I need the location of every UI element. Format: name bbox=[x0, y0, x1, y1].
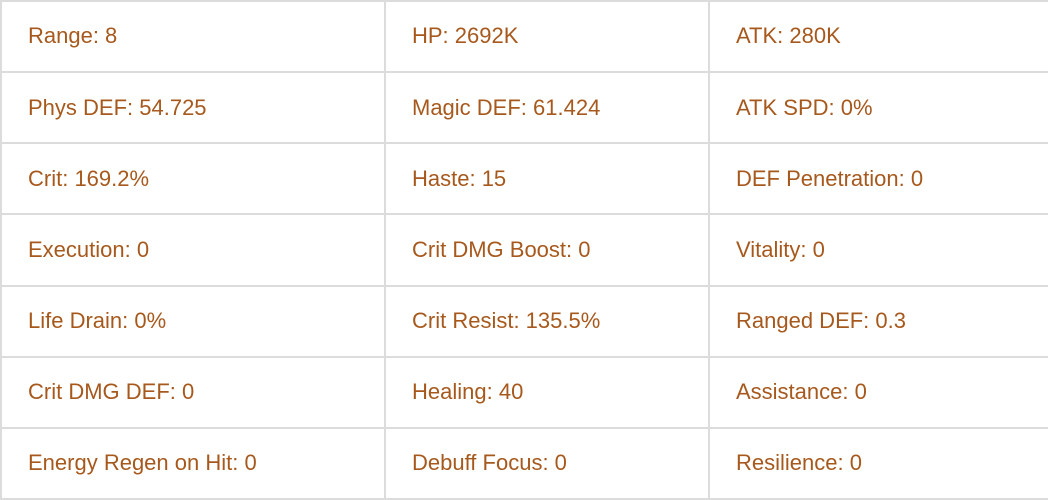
table-row: Phys DEF: 54.725 Magic DEF: 61.424 ATK S… bbox=[0, 71, 1048, 145]
stat-cell-ranged-def: Ranged DEF: 0.3 bbox=[708, 284, 1048, 358]
stat-cell-def-penetration: DEF Penetration: 0 bbox=[708, 142, 1048, 216]
table-row: Range: 8 HP: 2692K ATK: 280K bbox=[0, 0, 1048, 74]
stat-cell-crit-dmg-def: Crit DMG DEF: 0 bbox=[0, 355, 386, 429]
table-row: Energy Regen on Hit: 0 Debuff Focus: 0 R… bbox=[0, 426, 1048, 500]
stat-cell-atk: ATK: 280K bbox=[708, 0, 1048, 74]
stat-cell-phys-def: Phys DEF: 54.725 bbox=[0, 71, 386, 145]
stat-cell-vitality: Vitality: 0 bbox=[708, 213, 1048, 287]
table-row: Execution: 0 Crit DMG Boost: 0 Vitality:… bbox=[0, 213, 1048, 287]
table-row: Crit DMG DEF: 0 Healing: 40 Assistance: … bbox=[0, 355, 1048, 429]
stat-cell-execution: Execution: 0 bbox=[0, 213, 386, 287]
stat-cell-hp: HP: 2692K bbox=[384, 0, 710, 74]
stat-cell-life-drain: Life Drain: 0% bbox=[0, 284, 386, 358]
stat-cell-resilience: Resilience: 0 bbox=[708, 426, 1048, 500]
stat-cell-assistance: Assistance: 0 bbox=[708, 355, 1048, 429]
stat-cell-debuff-focus: Debuff Focus: 0 bbox=[384, 426, 710, 500]
stat-cell-crit-resist: Crit Resist: 135.5% bbox=[384, 284, 710, 358]
stat-cell-crit-dmg-boost: Crit DMG Boost: 0 bbox=[384, 213, 710, 287]
table-row: Life Drain: 0% Crit Resist: 135.5% Range… bbox=[0, 284, 1048, 358]
stat-cell-crit: Crit: 169.2% bbox=[0, 142, 386, 216]
stat-cell-haste: Haste: 15 bbox=[384, 142, 710, 216]
stat-cell-magic-def: Magic DEF: 61.424 bbox=[384, 71, 710, 145]
table-row: Crit: 169.2% Haste: 15 DEF Penetration: … bbox=[0, 142, 1048, 216]
stat-cell-healing: Healing: 40 bbox=[384, 355, 710, 429]
stat-cell-energy-regen-on-hit: Energy Regen on Hit: 0 bbox=[0, 426, 386, 500]
stat-cell-atk-spd: ATK SPD: 0% bbox=[708, 71, 1048, 145]
stat-cell-range: Range: 8 bbox=[0, 0, 386, 74]
